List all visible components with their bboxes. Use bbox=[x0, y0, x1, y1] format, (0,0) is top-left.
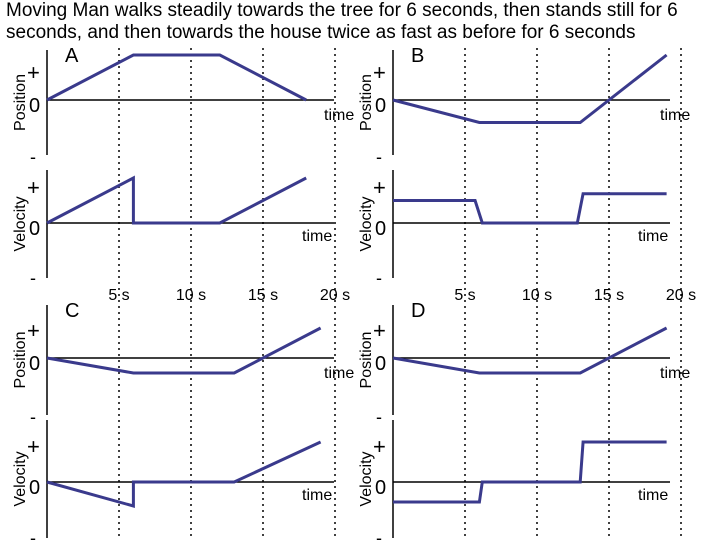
position-minus-label: - bbox=[376, 407, 382, 427]
position-minus-label: - bbox=[376, 147, 382, 167]
velocity-trace bbox=[393, 440, 667, 504]
panel-letter: B bbox=[411, 45, 424, 67]
velocity-time-label: time bbox=[638, 228, 668, 245]
position-plus-label: + bbox=[27, 318, 40, 343]
position-trace bbox=[46, 53, 307, 102]
position-zero-label: 0 bbox=[29, 353, 40, 375]
velocity-minus-label: - bbox=[30, 528, 36, 540]
velocity-minus-label: - bbox=[30, 268, 36, 288]
velocity-time-label: time bbox=[302, 487, 332, 504]
velocity-zero-label: 0 bbox=[29, 477, 40, 499]
position-zero-label: 0 bbox=[29, 95, 40, 117]
velocity-axis-label: Velocity bbox=[12, 196, 29, 251]
velocity-trace bbox=[46, 175, 307, 225]
time-tick-label: 15 s bbox=[594, 287, 624, 304]
diagram-title: Moving Man walks steadily towards the tr… bbox=[6, 0, 678, 43]
position-axis-label: Position bbox=[12, 332, 29, 389]
velocity-time-label: time bbox=[302, 228, 332, 245]
time-tick-label: 10 s bbox=[522, 287, 552, 304]
velocity-plus-label: + bbox=[27, 434, 40, 459]
velocity-plus-label: + bbox=[373, 175, 386, 200]
velocity-trace bbox=[46, 440, 322, 508]
time-tick-label: 20 s bbox=[320, 287, 350, 304]
velocity-time-label: time bbox=[638, 487, 668, 504]
time-tick-label: 10 s bbox=[176, 287, 206, 304]
velocity-axis-label: Velocity bbox=[358, 196, 375, 251]
time-tick-label: 20 s bbox=[666, 287, 696, 304]
velocity-zero-label: 0 bbox=[375, 218, 386, 240]
velocity-axis-label: Velocity bbox=[358, 451, 375, 506]
position-plus-label: + bbox=[373, 318, 386, 343]
position-zero-label: 0 bbox=[375, 95, 386, 117]
position-axis-label: Position bbox=[358, 74, 375, 131]
panel-letter: C bbox=[65, 300, 79, 322]
position-time-label: time bbox=[324, 365, 354, 382]
velocity-zero-label: 0 bbox=[375, 477, 386, 499]
time-tick-label: 5 s bbox=[108, 287, 129, 304]
position-time-label: time bbox=[324, 107, 354, 124]
position-time-label: time bbox=[660, 107, 690, 124]
position-minus-label: - bbox=[30, 147, 36, 167]
time-tick-label: 15 s bbox=[248, 287, 278, 304]
velocity-trace bbox=[393, 192, 667, 225]
position-trace bbox=[392, 53, 668, 124]
velocity-plus-label: + bbox=[27, 175, 40, 200]
position-plus-label: + bbox=[373, 60, 386, 85]
position-trace bbox=[392, 326, 668, 375]
position-trace bbox=[46, 326, 322, 375]
velocity-minus-label: - bbox=[376, 268, 382, 288]
position-zero-label: 0 bbox=[375, 353, 386, 375]
velocity-minus-label: - bbox=[376, 528, 382, 540]
velocity-axis-label: Velocity bbox=[12, 451, 29, 506]
panel-letter: D bbox=[411, 300, 425, 322]
time-tick-label: 5 s bbox=[454, 287, 475, 304]
position-minus-label: - bbox=[30, 407, 36, 427]
position-plus-label: + bbox=[27, 60, 40, 85]
velocity-zero-label: 0 bbox=[29, 218, 40, 240]
position-axis-label: Position bbox=[12, 74, 29, 131]
position-time-label: time bbox=[660, 365, 690, 382]
position-axis-label: Position bbox=[358, 332, 375, 389]
panel-letter: A bbox=[65, 45, 79, 67]
velocity-plus-label: + bbox=[373, 434, 386, 459]
